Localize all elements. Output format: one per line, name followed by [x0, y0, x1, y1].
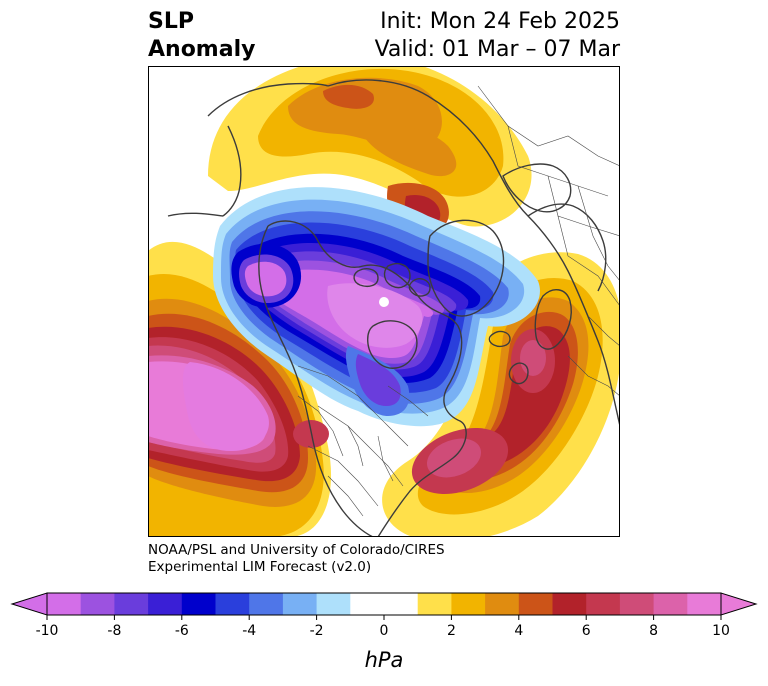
colorbar-segment	[350, 593, 385, 615]
colorbar-segment	[148, 593, 183, 615]
colorbar-segment	[417, 593, 452, 615]
colorbar-tick-label: -2	[310, 623, 324, 639]
colorbar-extend-high	[720, 592, 758, 616]
colorbar-segment	[282, 593, 318, 615]
colorbar-segment	[451, 593, 486, 615]
colorbar-segment	[316, 593, 351, 615]
colorbar: -10 -8 -6 -4 -2 0 2 4 6 8 10	[10, 592, 758, 639]
colorbar-segments	[47, 593, 722, 615]
slp-anomaly-map	[148, 66, 620, 537]
credit-text: NOAA/PSL and University of Colorado/CIRE…	[148, 542, 445, 576]
colorbar-tick-label: -6	[175, 623, 189, 639]
colorbar-segment	[552, 593, 587, 615]
valid-date: Valid: 01 Mar – 07 Mar	[374, 37, 620, 62]
map-title: SLP Anomaly	[148, 8, 255, 64]
title-kind: Anomaly	[148, 37, 256, 62]
colorbar-segment	[215, 593, 250, 615]
map-frame	[148, 66, 620, 537]
colorbar-segment	[80, 593, 115, 615]
anomaly-siberia-positive	[208, 66, 532, 235]
colorbar-segment	[249, 593, 284, 615]
colorbar-segment	[653, 593, 688, 615]
colorbar-segment	[47, 593, 82, 615]
colorbar-tick-label: 0	[380, 623, 389, 639]
colorbar-tick-label: 2	[447, 623, 456, 639]
country-borders	[297, 85, 620, 517]
colorbar-segment	[485, 593, 520, 615]
colorbar-tick-label: -4	[242, 623, 256, 639]
credit-line-2: Experimental LIM Forecast (v2.0)	[148, 559, 372, 575]
colorbar-segment	[114, 593, 149, 615]
credit-line-1: NOAA/PSL and University of Colorado/CIRE…	[148, 542, 445, 558]
colorbar-tick-label: -8	[107, 623, 121, 639]
colorbar-tick-label: 6	[582, 623, 591, 639]
title-variable: SLP	[148, 9, 194, 34]
colorbar-tick-label: 4	[514, 623, 523, 639]
colorbar-segment	[181, 593, 216, 615]
colorbar-tick-label: -10	[36, 623, 59, 639]
north-pole-marker	[379, 297, 389, 307]
anomaly-pacific-negative	[148, 355, 276, 455]
forecast-dates: Init: Mon 24 Feb 2025 Valid: 01 Mar – 07…	[375, 8, 620, 64]
colorbar-extend-low	[10, 592, 48, 616]
coastlines	[167, 79, 620, 537]
colorbar-segment	[687, 593, 722, 615]
anomaly-arctic-negative	[213, 187, 540, 427]
colorbar-segment	[619, 593, 655, 615]
colorbar-tick-label: 8	[649, 623, 658, 639]
colorbar-unit-label: hPa	[364, 648, 404, 672]
colorbar-segment	[586, 593, 621, 615]
colorbar-ticks: -10 -8 -6 -4 -2 0 2 4 6 8 10	[36, 615, 730, 639]
colorbar-tick-label: 10	[712, 623, 730, 639]
colorbar-segment	[384, 593, 419, 615]
colorbar-segment	[518, 593, 553, 615]
init-date: Init: Mon 24 Feb 2025	[380, 9, 620, 34]
